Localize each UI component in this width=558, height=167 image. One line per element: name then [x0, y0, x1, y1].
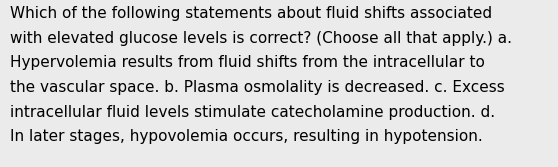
Text: Hypervolemia results from fluid shifts from the intracellular to: Hypervolemia results from fluid shifts f…	[10, 55, 485, 70]
Text: the vascular space. b. Plasma osmolality is decreased. c. Excess: the vascular space. b. Plasma osmolality…	[10, 80, 505, 95]
Text: with elevated glucose levels is correct? (Choose all that apply.) a.: with elevated glucose levels is correct?…	[10, 31, 512, 46]
Text: Which of the following statements about fluid shifts associated: Which of the following statements about …	[10, 6, 492, 21]
Text: In later stages, hypovolemia occurs, resulting in hypotension.: In later stages, hypovolemia occurs, res…	[10, 129, 483, 144]
Text: intracellular fluid levels stimulate catecholamine production. d.: intracellular fluid levels stimulate cat…	[10, 105, 495, 120]
